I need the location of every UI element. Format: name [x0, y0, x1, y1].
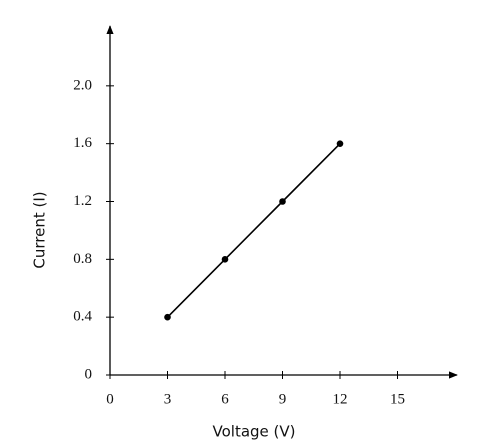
data-line [166, 143, 341, 318]
data-point [336, 140, 344, 147]
y-tick-label: 2.0 [73, 77, 92, 93]
x-axis-label: Voltage (V) [213, 423, 296, 441]
y-tick-label: 0.8 [73, 251, 92, 267]
data-point [164, 313, 171, 321]
x-tick-label: 6 [221, 391, 229, 407]
x-tick-label: 3 [164, 391, 172, 407]
x-tick-label: 0 [106, 391, 114, 407]
x-tick-label: 12 [333, 391, 348, 407]
y-tick-label: 0.4 [73, 309, 92, 325]
y-tick-label: 0 [85, 366, 93, 382]
data-point [221, 256, 229, 263]
data-point [279, 198, 286, 205]
y-tick-label: 1.2 [73, 193, 92, 209]
x-tick-label: 15 [390, 391, 405, 407]
y-axis-label: Current (I) [31, 191, 49, 268]
y-tick-label: 1.6 [73, 135, 92, 151]
x-tick-label: 9 [279, 391, 287, 407]
